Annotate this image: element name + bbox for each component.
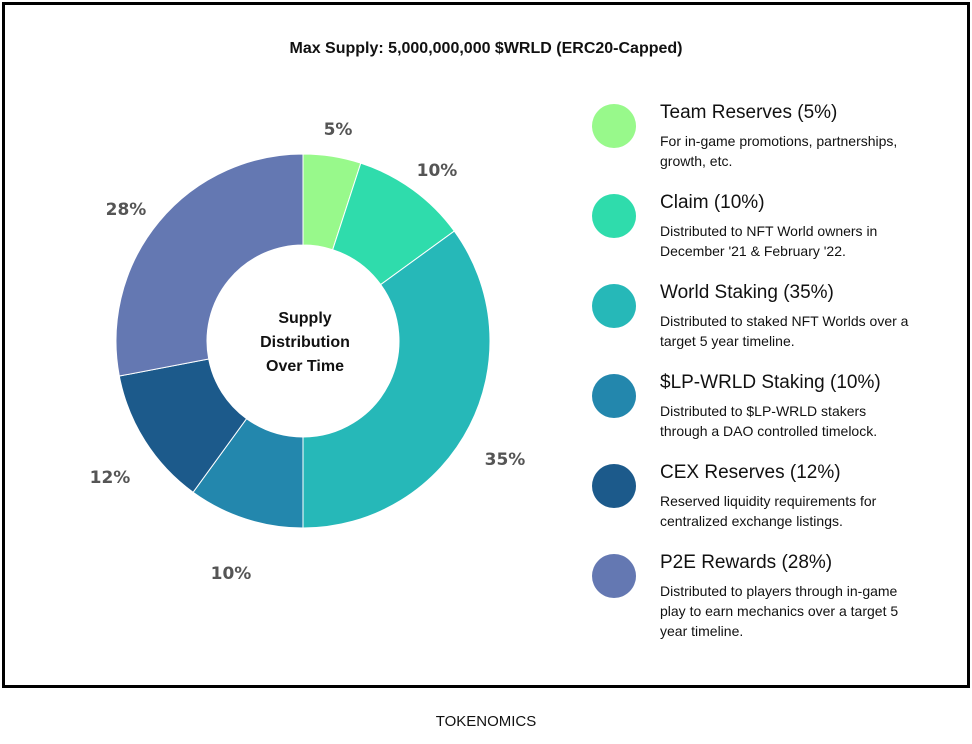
legend-swatch [592, 104, 636, 148]
donut-slice-5 [115, 153, 304, 377]
legend-description: Distributed to players through in-game p… [660, 583, 899, 639]
slice-percent-label: 10% [211, 564, 252, 584]
center-label-line: Over Time [266, 358, 344, 375]
legend-swatch [592, 194, 636, 238]
legend-swatch [592, 284, 636, 328]
legend-swatch [592, 464, 636, 508]
legend-description: For in-game promotions, partnerships, gr… [660, 133, 898, 169]
legend-description: Reserved liquidity requirements for cent… [660, 493, 877, 529]
slice-percent-label: 5% [324, 120, 353, 140]
legend-swatch [592, 554, 636, 598]
legend-description: Distributed to NFT World owners in Decem… [660, 223, 878, 259]
legend-description: Distributed to $LP-WRLD stakers through … [660, 403, 878, 439]
figure-caption: TOKENOMICS [435, 713, 537, 730]
donut-slice-2 [302, 230, 491, 529]
center-label-line: Supply [278, 310, 331, 327]
legend-swatch [592, 374, 636, 418]
legend-title: P2E Rewards (28%) [660, 552, 833, 573]
legend: Team Reserves (5%) For in-game promotions… [592, 100, 962, 640]
center-label-line: Distribution [260, 334, 350, 351]
slice-percent-label: 12% [90, 468, 131, 488]
legend-title: Claim (10%) [660, 192, 765, 213]
legend-title: Team Reserves (5%) [660, 102, 838, 123]
slice-percent-label: 28% [106, 200, 147, 220]
legend-item: Team Reserves (5%) For in-game promotions… [592, 100, 962, 190]
legend-description: Distributed to staked NFT Worlds over a … [660, 313, 909, 349]
slice-percent-label: 35% [485, 450, 526, 470]
legend-item: CEX Reserves (12%) Reserved liquidity req… [592, 460, 962, 550]
legend-title: CEX Reserves (12%) [660, 462, 841, 483]
legend-item: World Staking (35%) Distributed to staked… [592, 280, 962, 370]
legend-item: P2E Rewards (28%) Distributed to players … [592, 550, 962, 640]
legend-item: $LP-WRLD Staking (10%) Distributed to $LP… [592, 370, 962, 460]
slice-percent-label: 10% [417, 161, 458, 181]
legend-title: $LP-WRLD Staking (10%) [660, 372, 881, 393]
donut-chart: 5% 10% 35% 10% 12% 28% Supply Distribution Over … [90, 120, 526, 584]
legend-title: World Staking (35%) [660, 282, 834, 303]
legend-item: Claim (10%) Distributed to NFT World owne… [592, 190, 962, 280]
chart-title: Max Supply: 5,000,000,000 $WRLD (ERC20-C… [289, 40, 683, 57]
